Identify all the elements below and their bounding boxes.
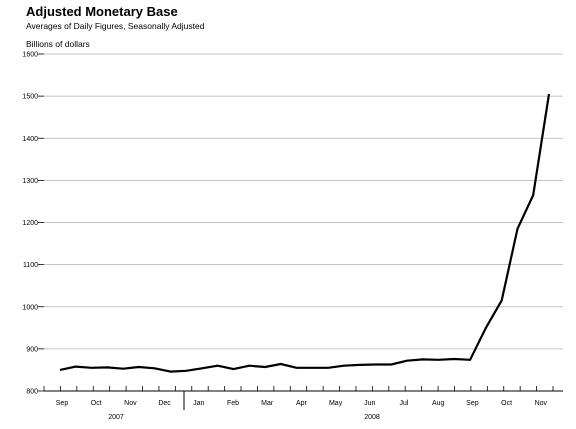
x-month-label: Mar xyxy=(261,400,274,407)
y-tick-label: 1000 xyxy=(22,304,38,311)
y-tick-label: 1300 xyxy=(22,178,38,185)
y-tick-label: 1500 xyxy=(22,94,38,101)
x-month-label: Jul xyxy=(400,400,409,407)
y-tick-label: 900 xyxy=(26,346,38,353)
chart-title: Adjusted Monetary Base xyxy=(26,4,178,19)
x-year-label: 2008 xyxy=(364,414,380,421)
chart-subtitle: Averages of Daily Figures, Seasonally Ad… xyxy=(26,21,205,31)
y-tick-label: 1100 xyxy=(23,262,38,269)
x-month-label: Oct xyxy=(501,400,512,407)
x-month-label: Apr xyxy=(296,400,308,407)
x-month-label: May xyxy=(329,400,343,407)
x-month-label: Aug xyxy=(432,400,445,407)
x-month-label: Jun xyxy=(364,400,375,407)
x-year-label: 2007 xyxy=(108,414,124,421)
x-month-label: Jan xyxy=(193,400,204,407)
y-tick-label: 800 xyxy=(26,389,38,396)
y-axis-unit-label: Billions of dollars xyxy=(26,39,90,49)
y-tick-label: 1600 xyxy=(22,52,38,59)
x-month-label: Dec xyxy=(158,400,171,407)
x-month-label: Nov xyxy=(535,400,548,407)
x-month-label: Feb xyxy=(227,400,239,407)
x-month-label: Sep xyxy=(56,400,69,407)
x-month-label: Nov xyxy=(124,400,137,407)
x-month-label: Oct xyxy=(91,400,102,407)
y-tick-label: 1200 xyxy=(22,220,38,227)
x-month-label: Sep xyxy=(466,400,479,407)
series-line xyxy=(59,93,551,373)
y-tick-label: 1400 xyxy=(22,136,38,143)
